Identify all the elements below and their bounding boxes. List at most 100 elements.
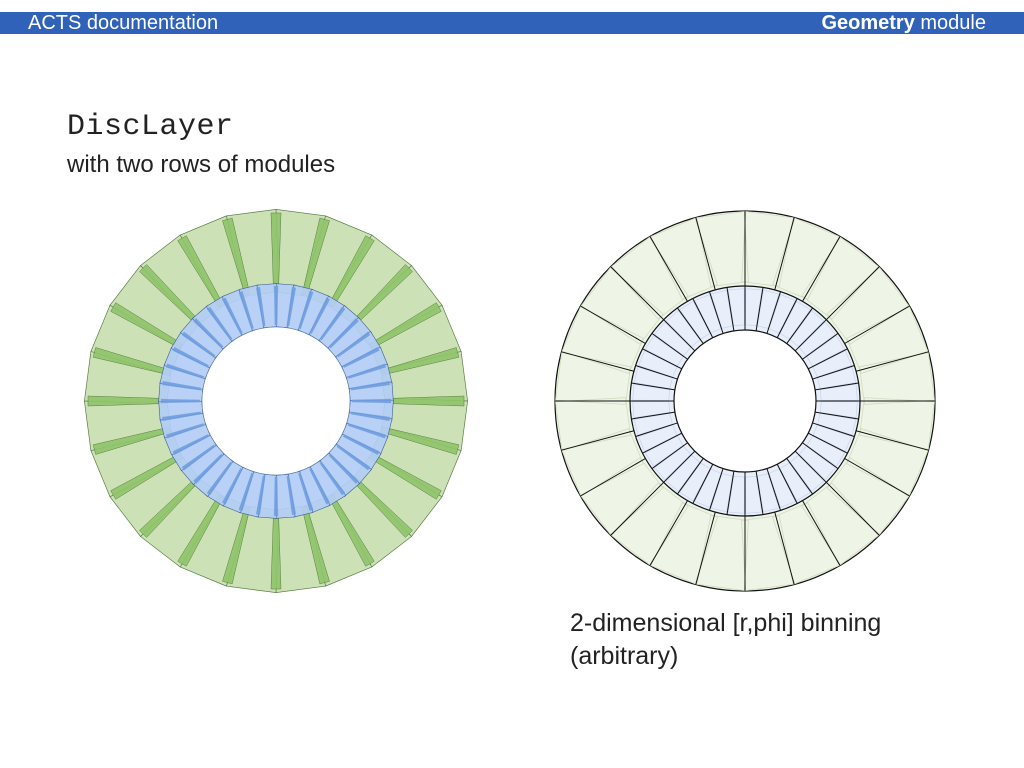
bin-ghost-outer [696,515,749,591]
inner-module-overlap [319,306,346,341]
bin-ghost-outer [801,482,880,566]
bin-ghost-outer [772,217,840,300]
bin-boundary-inner [635,422,678,438]
inner-module-overlap [309,297,330,334]
bin-boundary-outer [802,236,841,302]
disc-layer-modules-diagram [84,209,468,593]
bin-boundary-outer [580,305,646,344]
bin-ghost-inner [632,401,671,419]
inner-module-overlap [172,434,209,455]
bin-boundary-outer [774,217,795,291]
bin-ghost-inner [654,445,692,481]
bin-boundary-inner [815,411,859,420]
bin-ghost-inner [819,401,858,419]
bin-ghost-inner [633,413,673,436]
bin-ghost-outer [846,428,929,496]
bin-ghost-inner [757,289,780,329]
bin-boundary-outer [802,500,841,566]
inner-module-overlap [274,477,278,516]
bin-ghost-inner [757,473,780,513]
bin-ghost-inner [812,350,852,378]
bin-boundary-inner [755,287,764,331]
bin-inner-hole [673,329,817,473]
inner-module-overlap [162,381,202,391]
bin-ghost-inner [644,335,684,367]
bin-ghost-outer [555,397,631,450]
bin-ghost-inner [679,462,711,502]
inner-module-overlap [166,363,205,379]
inner-module-overlap [238,291,254,330]
inner-module-overlap [347,363,386,379]
inner-module-overlap [336,444,371,471]
bin-ghost-inner [798,445,836,481]
bin-boundary-inner [808,432,848,454]
bin-ghost-inner [745,288,763,327]
bin-ghost-outer [610,482,689,566]
bin-boundary-outer [610,266,665,321]
inner-module-overlap [222,297,243,334]
inner-module-overlap [350,411,390,421]
bin-ghost-outer [580,457,664,536]
inner-module-overlap [328,318,359,349]
bin-ghost-outer [826,266,910,345]
bin-boundary-inner [786,307,813,344]
bin-boundary-inner [794,319,827,352]
bin-ghost-inner [638,424,678,452]
bin-boundary-inner [766,468,782,511]
bin-ghost-outer [561,306,644,374]
bin-ghost-inner [638,350,678,378]
inner-module-overlap [336,331,371,358]
bin-boundary-inner [726,287,735,331]
bin-boundary-outer [855,351,929,372]
bin-boundary-inner [663,319,696,352]
inner-module-overlap [222,468,243,505]
bin-boundary-inner [663,450,696,483]
bin-ghost-outer [650,502,718,585]
bin-boundary-inner [812,422,855,438]
bin-boundary-inner [651,333,688,360]
inner-module-overlap [286,287,296,327]
inner-module-overlap [274,286,278,325]
bin-ghost-outer [741,211,794,287]
bin-boundary-outer [695,511,716,585]
bin-boundary-outer [561,430,635,451]
inner-module-overlap [286,475,296,515]
inner-module-overlap [256,475,266,515]
bin-ghost-inner [710,473,733,513]
bin-boundary-outer [855,430,929,451]
bin-boundary-inner [692,298,714,338]
bin-ghost-inner [633,366,673,389]
bin-ghost-inner [710,289,733,329]
bin-boundary-inner [776,298,798,338]
bin-ghost-inner [644,435,684,467]
bin-ghost-inner [779,462,811,502]
bin-boundary-inner [635,364,678,380]
inner-module-overlap [162,411,202,421]
bin-ghost-inner [812,424,852,452]
outer-module-ring [84,209,468,593]
bin-boundary-inner [677,458,704,495]
bin-boundary-outer [695,217,716,291]
bin-ghost-inner [694,294,722,334]
inner-module-overlap [172,347,209,368]
inner-module-overlap [161,399,200,403]
bin-ghost-outer [826,457,910,536]
bin-ghost-inner [806,335,846,367]
bin-boundary-inner [794,450,827,483]
inner-module-overlap [193,318,224,349]
inner-module-overlap [206,306,233,341]
bin-boundary-outer [561,351,635,372]
header-doc-title: ACTS documentation [28,12,219,34]
bin-boundary-outer [825,266,880,321]
inner-module-overlap [343,347,380,368]
bin-ghost-inner [817,366,857,389]
bin-ghost-inner [806,435,846,467]
bin-ghost-outer [696,211,749,287]
bin-boundary-outer [649,236,688,302]
bin-ghost-inner [789,454,825,492]
inner-module-overlap [206,461,233,496]
inner-module-overlap [238,472,254,511]
bin-ghost-outer [772,502,840,585]
inner-module-overlap [181,331,216,358]
